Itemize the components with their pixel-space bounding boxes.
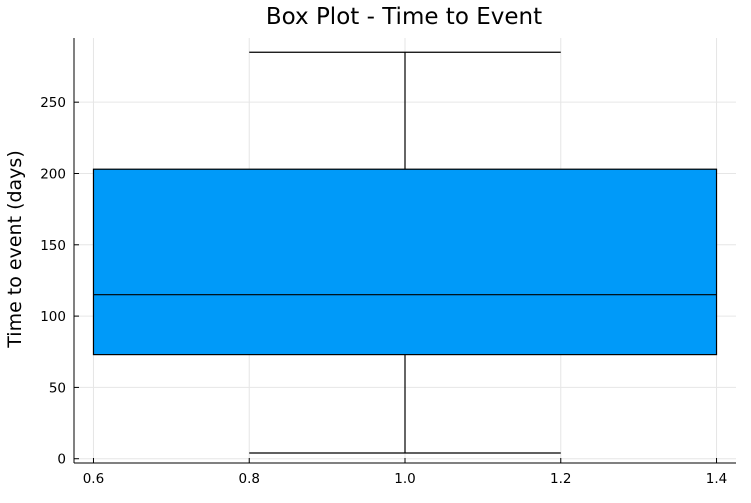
y-tick-label: 100 xyxy=(40,309,66,325)
y-tick-label: 250 xyxy=(40,95,66,111)
axes: 0.6 0.8 1.0 1.2 1.4 0 50 100 150 200 250 xyxy=(40,38,736,487)
x-tick-label: 1.4 xyxy=(706,471,727,487)
y-tick-label: 0 xyxy=(57,452,66,468)
x-tick-label: 1.0 xyxy=(394,471,415,487)
iqr-box xyxy=(92,168,718,356)
x-tick-label: 0.6 xyxy=(83,471,104,487)
x-tick-label: 0.8 xyxy=(238,471,259,487)
x-tick-label: 1.2 xyxy=(550,471,571,487)
box-plot-series xyxy=(92,51,718,454)
chart-title: Box Plot - Time to Event xyxy=(266,4,542,30)
y-tick-label: 200 xyxy=(40,166,66,182)
y-axis-label: Time to event (days) xyxy=(4,150,26,348)
y-tick-label: 150 xyxy=(40,238,66,254)
y-tick-label: 50 xyxy=(49,380,66,396)
